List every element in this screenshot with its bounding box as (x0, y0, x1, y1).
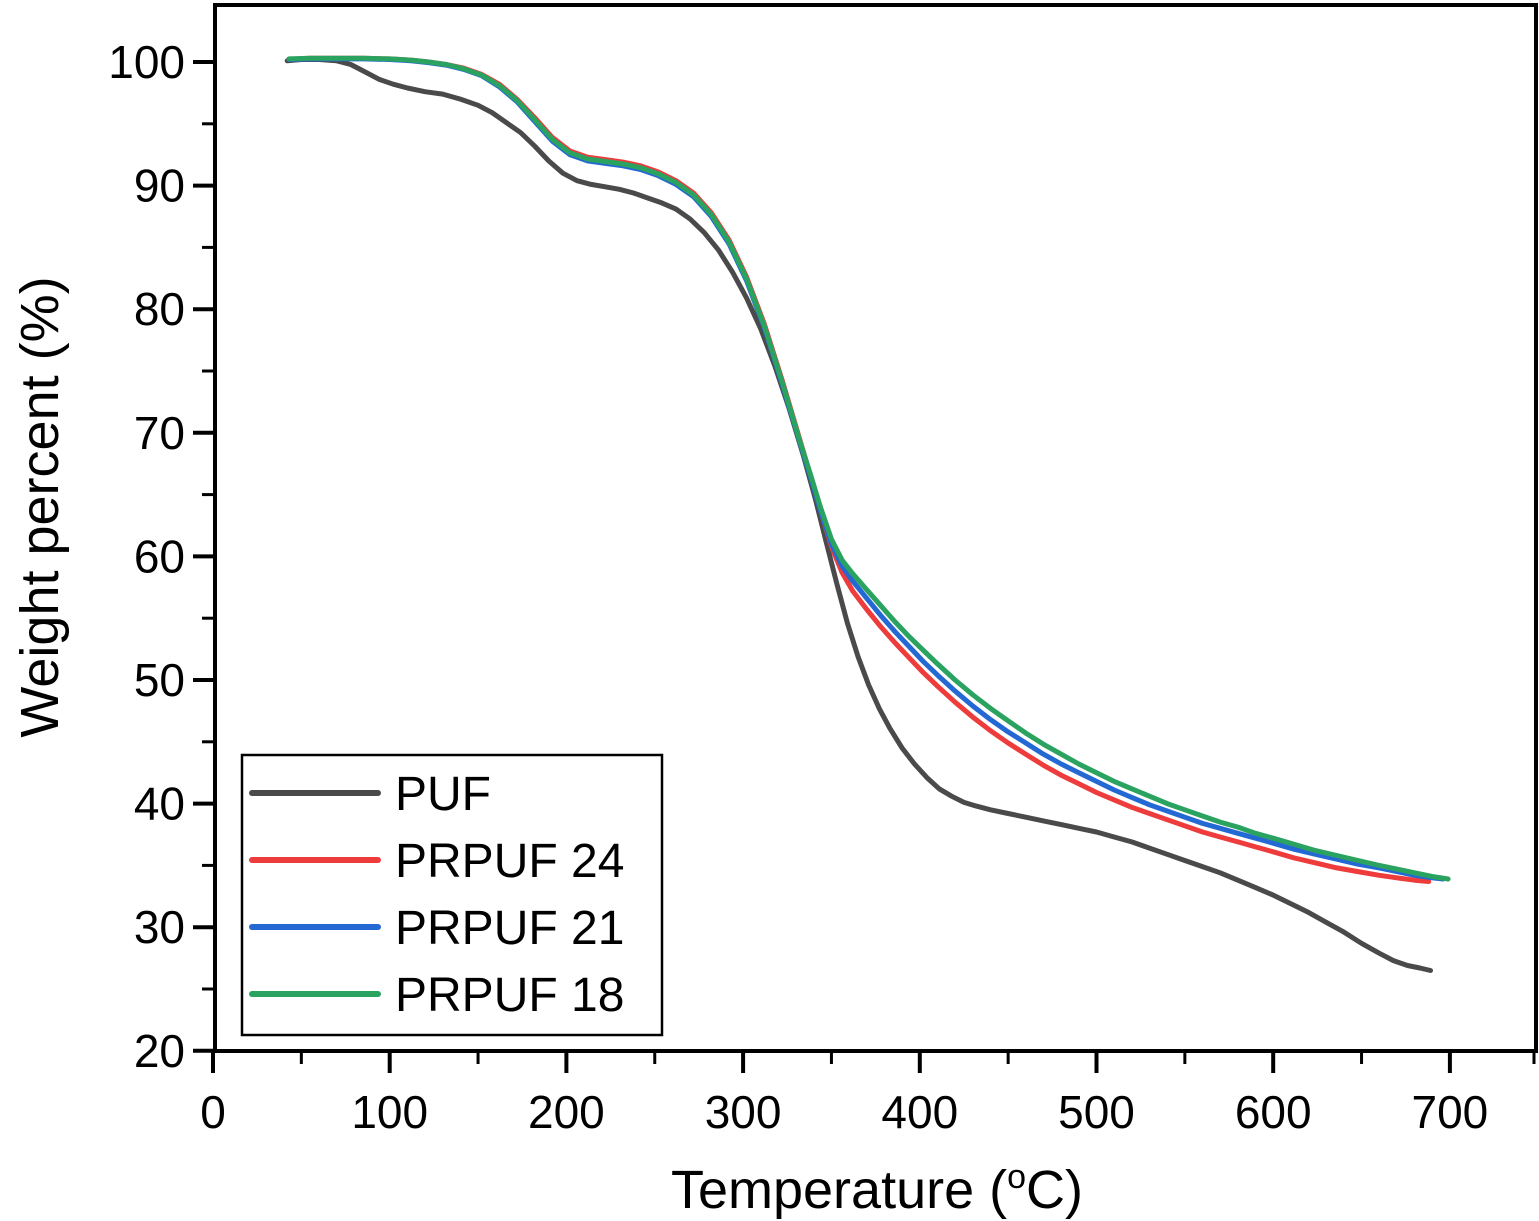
y-tick-label: 40 (134, 778, 185, 830)
x-axis-title: Temperature (oC) (671, 1158, 1083, 1220)
x-tick-label: 300 (705, 1086, 782, 1138)
x-tick-label: 100 (351, 1086, 428, 1138)
x-tick-label: 0 (200, 1086, 226, 1138)
legend: PUF PRPUF 24 PRPUF 21 PRPUF 18 (240, 753, 664, 1037)
y-axis-title: Weight percent (%) (10, 276, 70, 737)
y-tick-label: 20 (134, 1025, 185, 1077)
y-tick-label: 80 (134, 283, 185, 335)
legend-label: PRPUF 18 (395, 969, 624, 1022)
x-tick-label: 500 (1058, 1086, 1135, 1138)
series-path-puf (284, 57, 1433, 973)
y-tick-label: 90 (134, 160, 185, 212)
y-tick-label: 50 (134, 654, 185, 706)
axis-tick-labels: 0 100 200 300 400 500 600 700 20 30 40 50 60 70 80 90 10… (108, 36, 1488, 1138)
x-tick-label: 700 (1412, 1086, 1489, 1138)
y-tick-label: 30 (134, 901, 185, 953)
y-tick-label: 60 (134, 530, 185, 582)
axis-ticks (193, 60, 1536, 1073)
y-tick-label: 100 (108, 36, 185, 88)
x-tick-label: 200 (528, 1086, 605, 1138)
legend-box (240, 753, 664, 1037)
legend-label: PRPUF 24 (395, 835, 624, 888)
x-tick-label: 400 (881, 1086, 958, 1138)
x-tick-label: 600 (1235, 1086, 1312, 1138)
data-series (284, 55, 1451, 973)
y-tick-label: 70 (134, 407, 185, 459)
series-path-prpuf-18 (286, 55, 1451, 882)
legend-label: PUF (395, 768, 491, 821)
plot-frame (213, 3, 1538, 1053)
legend-label: PRPUF 21 (395, 902, 624, 955)
